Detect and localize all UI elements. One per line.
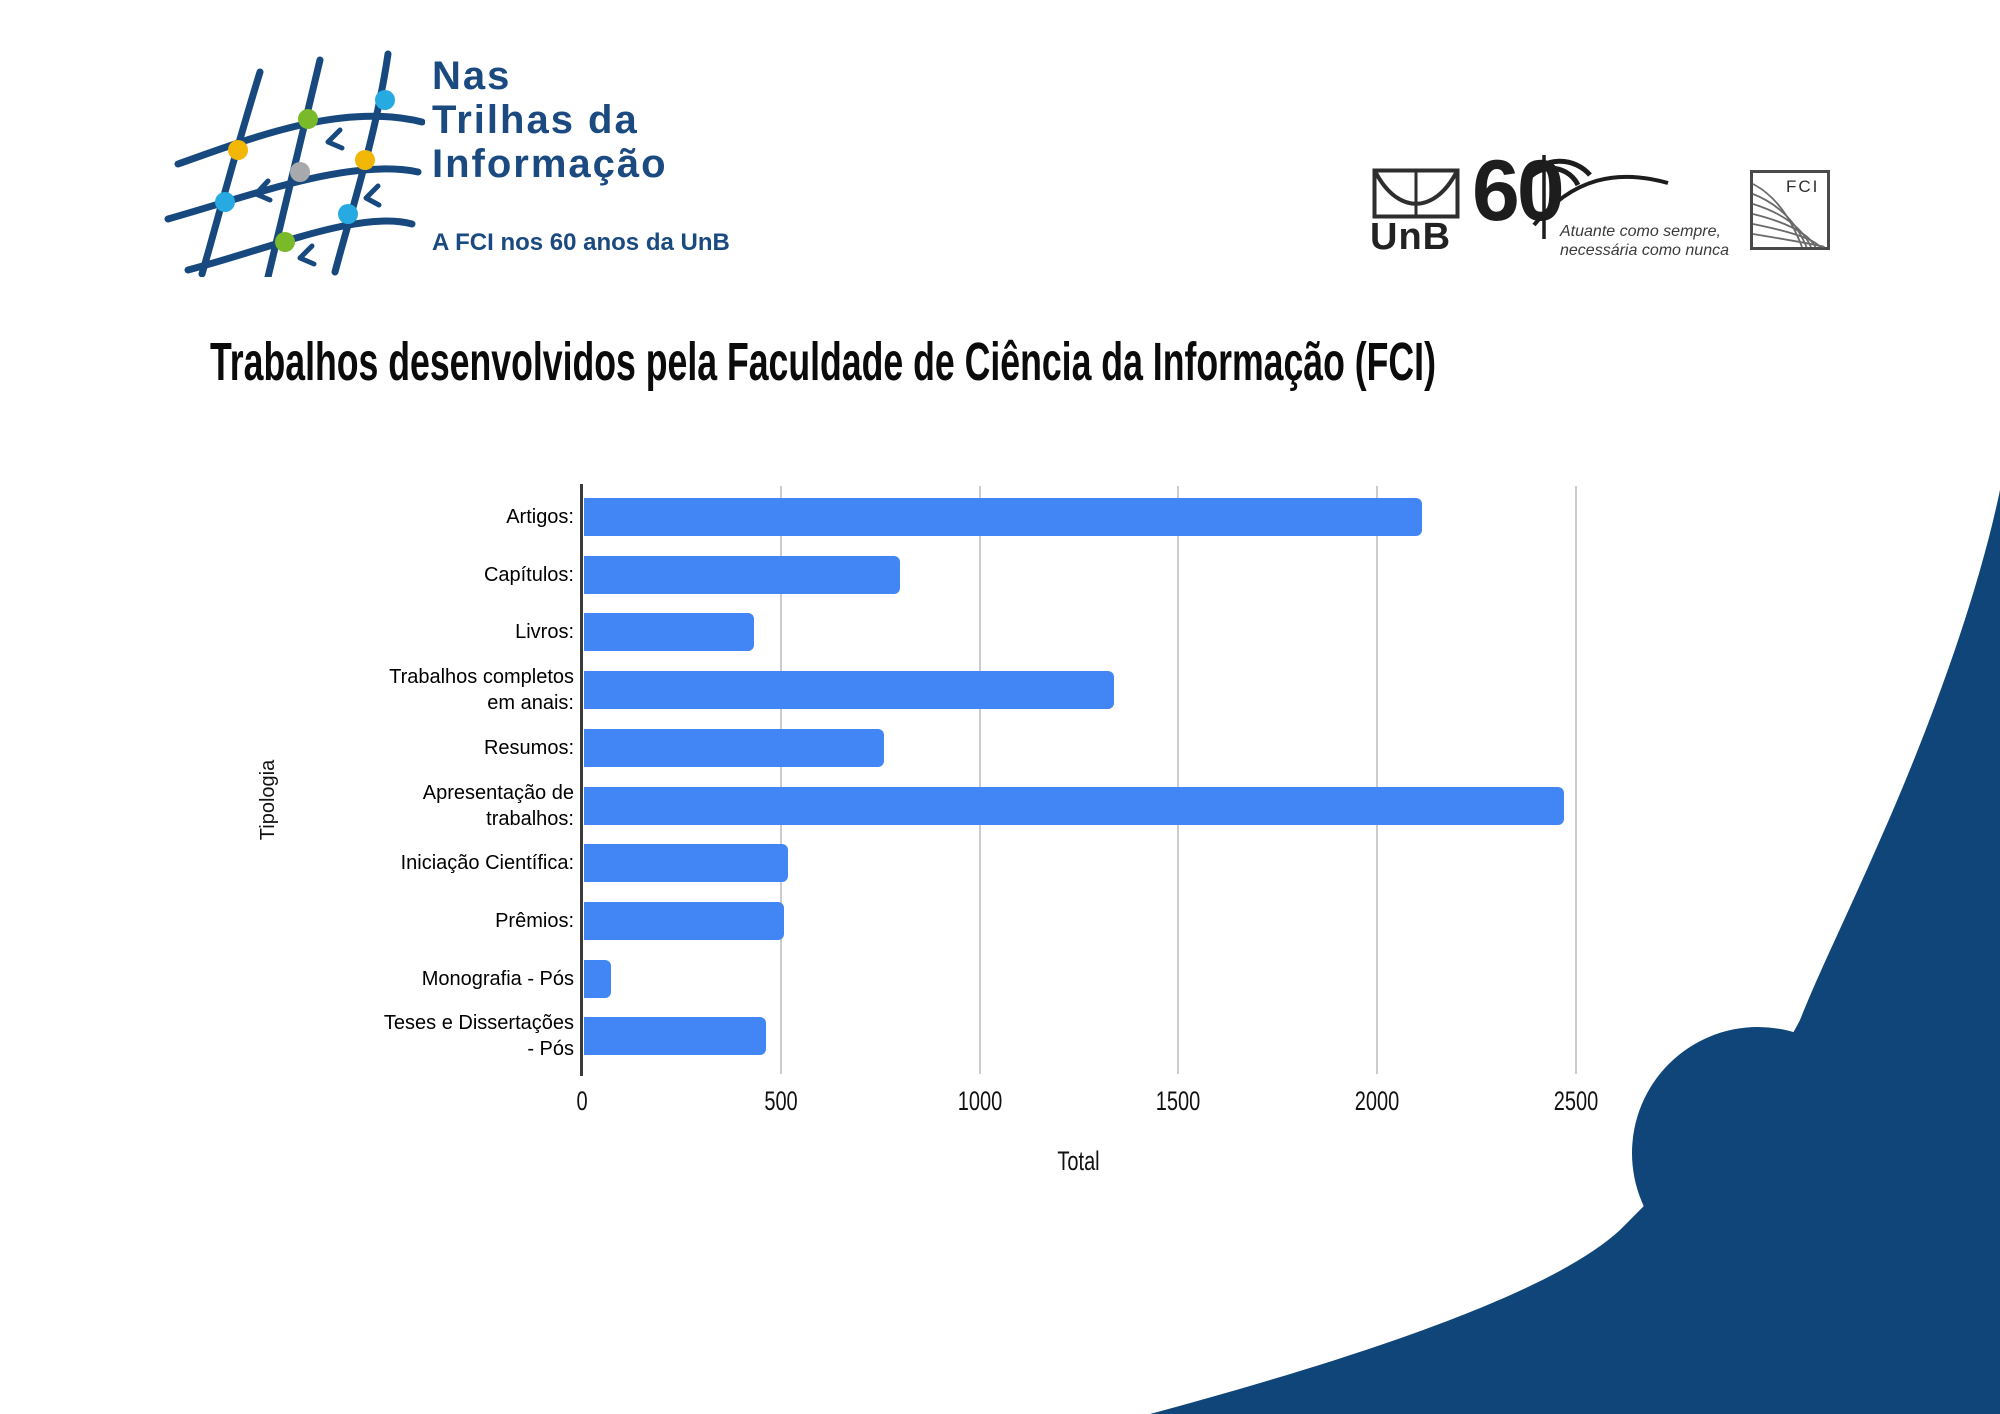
- bar-teses-e-dissertacoes-pos: [583, 1017, 767, 1056]
- x-axis-title: Total: [1057, 1146, 1101, 1176]
- category-label-premios: Prêmios:: [495, 909, 574, 932]
- category-label-capitulos: Capítulos:: [483, 563, 574, 586]
- gridline-1500: [1177, 486, 1180, 1074]
- gridline-2000: [1376, 486, 1379, 1074]
- gridline-500: [779, 486, 782, 1074]
- logo-title-line3: Informação: [432, 142, 668, 186]
- category-label-artigos: Artigos:: [506, 506, 574, 528]
- category-label-resumos: Resumos:: [483, 736, 574, 759]
- unb-logo-icon: [1372, 168, 1460, 219]
- logo-dot-green: [275, 232, 295, 252]
- category-label-trabalhos-completos-em-anais: Trabalhos completos em anais:: [389, 666, 574, 715]
- logo-dot-cyan: [375, 90, 395, 110]
- unb-60-slogan-line2: necessária como nunca: [1560, 242, 1729, 259]
- fci-logo-icon: [1750, 170, 1830, 250]
- x-tick-label-1000: 1000: [957, 1086, 1002, 1116]
- bar-trabalhos-completos-em-anais: [583, 671, 1115, 710]
- x-tick-label-0: 0: [576, 1086, 588, 1116]
- page-title-text: Trabalhos desenvolvidos pela Faculdade d…: [210, 332, 1436, 392]
- logo-dot-yellow: [228, 140, 248, 160]
- gridline-2500: [1575, 486, 1577, 1074]
- x-tick-label-2000: 2000: [1354, 1086, 1400, 1116]
- category-label-livros: Livros:: [515, 621, 574, 644]
- logo-dot-green: [298, 109, 318, 129]
- corner-wave-graphic: [1150, 490, 2000, 1414]
- logo-title-line2: Trilhas da: [432, 98, 639, 142]
- category-label-teses-e-dissertacoes-pos: Teses e Dissertações - Pós: [383, 1012, 574, 1061]
- network-logo: [164, 50, 425, 277]
- page-title: Trabalhos desenvolvidos pela Faculdade d…: [210, 331, 2000, 393]
- unb-60-slogan-line1: Atuante como sempre,: [1560, 223, 1721, 240]
- fci-label: FCI: [1786, 177, 1820, 196]
- bar-capitulos: [583, 555, 900, 594]
- bar-resumos: [583, 728, 884, 767]
- category-label-apresentacao-de-trabalhos: Apresentação de trabalhos:: [422, 781, 574, 830]
- logo-title-line1: Nas: [432, 54, 512, 98]
- y-axis-line: [580, 484, 583, 1076]
- bar-iniciacao-cientifica: [583, 844, 789, 883]
- bar-premios: [583, 901, 785, 940]
- unb-60-eye-icon: [1528, 155, 1669, 239]
- x-tick-label-500: 500: [764, 1086, 798, 1116]
- gridline-1000: [978, 486, 981, 1074]
- x-tick-label-2500: 2500: [1553, 1086, 1599, 1116]
- category-label-iniciacao-cientifica: Iniciação Científica:: [400, 852, 574, 875]
- logo-dot-gray: [290, 162, 310, 182]
- bar-monografia-pos: [583, 959, 612, 998]
- category-label-monografia-pos: Monografia - Pós: [421, 967, 574, 990]
- logo-dot-yellow: [355, 150, 375, 170]
- logo-dot-cyan: [215, 192, 235, 212]
- logo-tagline: A FCI nos 60 anos da UnB: [432, 229, 730, 256]
- bar-artigos: [583, 498, 1423, 536]
- bar-livros: [583, 613, 755, 652]
- bar-apresentacao-de-trabalhos: [583, 786, 1564, 825]
- x-tick-label-1500: 1500: [1156, 1086, 1201, 1116]
- unb-label: UnB: [1370, 216, 1452, 258]
- logo-dot-cyan: [338, 204, 358, 224]
